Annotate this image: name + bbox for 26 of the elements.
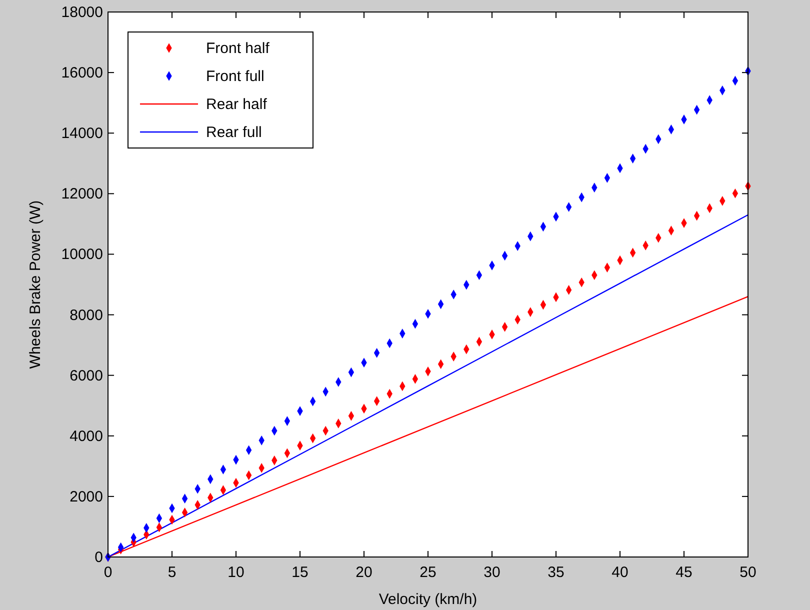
y-tick-label: 10000	[61, 246, 103, 264]
legend-label: Front full	[206, 68, 264, 85]
y-tick-label: 6000	[70, 367, 103, 384]
x-tick-label: 10	[228, 564, 244, 581]
y-tick-label: 0	[94, 549, 103, 566]
y-tick-label: 12000	[61, 186, 103, 203]
x-tick-label: 35	[548, 564, 564, 581]
y-tick-label: 4000	[70, 428, 103, 445]
y-tick-label: 18000	[61, 4, 103, 21]
y-tick-label: 16000	[61, 64, 103, 82]
x-axis-title: Velocity (km/h)	[378, 591, 478, 608]
legend-label: Rear full	[206, 124, 262, 141]
x-tick-label: 5	[168, 564, 176, 581]
x-tick-label: 40	[612, 564, 628, 581]
y-tick-label: 2000	[70, 488, 103, 506]
x-tick-label: 50	[740, 564, 756, 581]
legend-label: Front half	[206, 40, 270, 57]
y-tick-label: 8000	[70, 306, 103, 324]
x-tick-label: 25	[420, 564, 436, 581]
x-tick-label: 45	[676, 564, 692, 581]
x-tick-label: 30	[484, 564, 500, 581]
x-tick-label: 15	[292, 564, 308, 581]
x-tick-label: 20	[356, 564, 372, 581]
y-axis-title: Wheels Brake Power (W)	[27, 200, 44, 369]
y-tick-label: 14000	[61, 125, 103, 142]
legend-label: Rear half	[206, 96, 268, 113]
